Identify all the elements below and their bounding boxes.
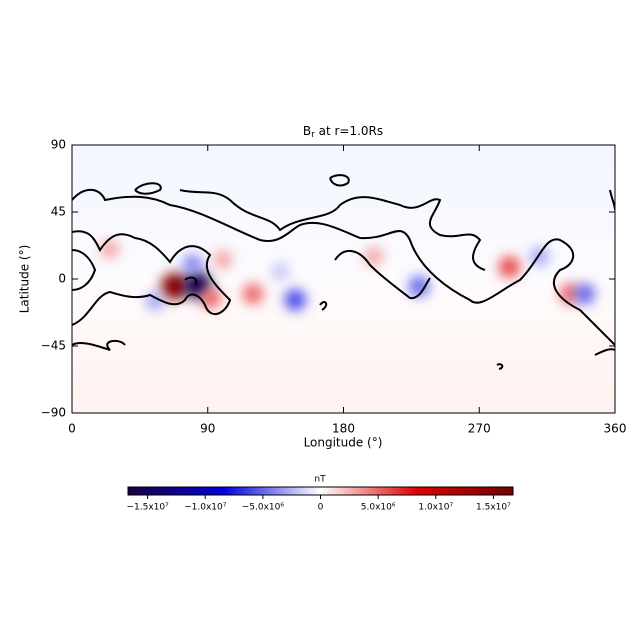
y-tick-label: −45	[41, 339, 66, 353]
colorbar-label: nT	[314, 475, 326, 485]
x-axis-label: Longitude (°)	[304, 436, 383, 450]
colorbar-tick-label: 5.0x10⁶	[361, 503, 396, 513]
field-blob	[364, 247, 384, 267]
y-tick-label: 0	[58, 272, 66, 286]
field-blob	[408, 276, 430, 297]
y-tick-label: −90	[41, 406, 66, 420]
field-blob	[200, 287, 222, 309]
x-tick-label: 270	[468, 422, 491, 436]
colorbar-tick-label: −5.0x10⁶	[242, 503, 285, 513]
field-blob	[182, 254, 203, 275]
x-tick-label: 360	[604, 422, 627, 436]
field-blob	[160, 272, 189, 301]
field-blob	[145, 291, 165, 311]
colorbar-tick-label: 1.5x10⁷	[476, 503, 511, 513]
y-tick-label: 90	[51, 138, 66, 152]
colorbar-tick-label: 0	[318, 503, 324, 513]
field-blob	[100, 239, 120, 259]
colorbar-tick-label: −1.5x10⁷	[126, 503, 169, 513]
field-blob	[498, 256, 521, 278]
x-tick-label: 90	[200, 422, 215, 436]
x-tick-label: 0	[68, 422, 76, 436]
field-blob	[271, 262, 289, 281]
colorbar-tick-label: −1.0x10⁷	[184, 503, 227, 513]
x-tick-label: 180	[332, 422, 355, 436]
field-blob	[242, 283, 264, 305]
colorbar-tick-label: 1.0x10⁷	[418, 503, 453, 513]
colorbar	[127, 486, 514, 496]
field-blob	[284, 289, 307, 311]
field-blob	[574, 283, 596, 305]
y-axis-label: Latitude (°)	[18, 245, 32, 314]
map-background	[72, 145, 615, 413]
y-tick-label: 45	[51, 205, 66, 219]
field-blob	[213, 250, 233, 270]
chart-title: Br at r=1.0Rs	[303, 124, 383, 140]
